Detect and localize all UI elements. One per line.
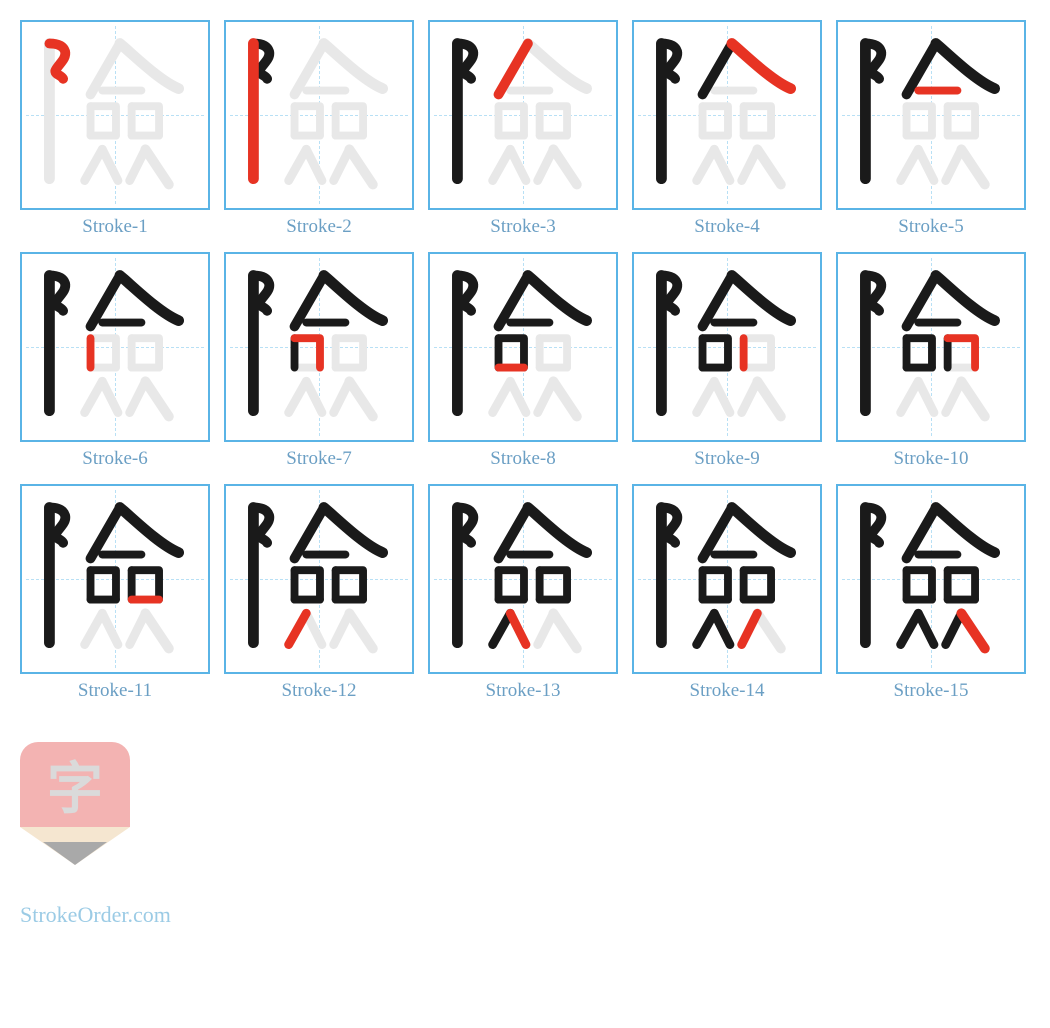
stroke-box [224,252,414,442]
stroke-box [836,20,1026,210]
stroke-cell: Stroke-9 [632,252,822,470]
stroke-caption: Stroke-7 [286,448,351,470]
stroke-box [836,484,1026,674]
stroke-cell: Stroke-8 [428,252,618,470]
character-svg [226,486,412,672]
stroke-box [428,484,618,674]
watermark-text: StrokeOrder.com [20,902,1030,928]
logo-character: 字 [47,744,103,825]
stroke-caption: Stroke-3 [490,216,555,238]
character-svg [22,22,208,208]
stroke-box [632,484,822,674]
stroke-box [20,20,210,210]
stroke-caption: Stroke-14 [690,680,765,702]
stroke-caption: Stroke-10 [894,448,969,470]
character-svg [430,22,616,208]
stroke-cell: Stroke-10 [836,252,1026,470]
stroke-cell: Stroke-7 [224,252,414,470]
stroke-grid: Stroke-1 Stroke-2 Stroke-3 Stroke-4 Stroke-5… [20,20,1030,702]
stroke-cell: Stroke-14 [632,484,822,702]
stroke-cell: Stroke-4 [632,20,822,238]
stroke-cell: Stroke-15 [836,484,1026,702]
stroke-box [632,252,822,442]
stroke-caption: Stroke-9 [694,448,759,470]
character-svg [22,486,208,672]
character-svg [22,254,208,440]
character-svg [430,254,616,440]
stroke-caption: Stroke-11 [78,680,152,702]
stroke-caption: Stroke-1 [82,216,147,238]
logo-pencil-tip [43,842,107,865]
stroke-caption: Stroke-12 [282,680,357,702]
character-svg [838,486,1024,672]
stroke-cell: Stroke-5 [836,20,1026,238]
stroke-caption: Stroke-2 [286,216,351,238]
character-svg [226,254,412,440]
stroke-caption: Stroke-15 [894,680,969,702]
stroke-cell: Stroke-3 [428,20,618,238]
logo-background: 字 [20,742,130,827]
character-svg [430,486,616,672]
stroke-cell: Stroke-11 [20,484,210,702]
character-svg [634,22,820,208]
character-svg [634,254,820,440]
stroke-box [224,484,414,674]
character-svg [634,486,820,672]
stroke-caption: Stroke-8 [490,448,555,470]
stroke-box [224,20,414,210]
character-svg [838,22,1024,208]
stroke-cell: Stroke-1 [20,20,210,238]
character-svg [226,22,412,208]
stroke-cell: Stroke-2 [224,20,414,238]
site-logo: 字 [20,742,130,872]
stroke-caption: Stroke-5 [898,216,963,238]
stroke-caption: Stroke-6 [82,448,147,470]
logo-block: 字 [20,742,1030,872]
stroke-box [632,20,822,210]
stroke-cell: Stroke-12 [224,484,414,702]
stroke-box [20,484,210,674]
character-svg [838,254,1024,440]
stroke-caption: Stroke-13 [486,680,561,702]
stroke-cell: Stroke-6 [20,252,210,470]
stroke-cell: Stroke-13 [428,484,618,702]
stroke-box [836,252,1026,442]
stroke-caption: Stroke-4 [694,216,759,238]
stroke-box [20,252,210,442]
stroke-box [428,20,618,210]
stroke-box [428,252,618,442]
